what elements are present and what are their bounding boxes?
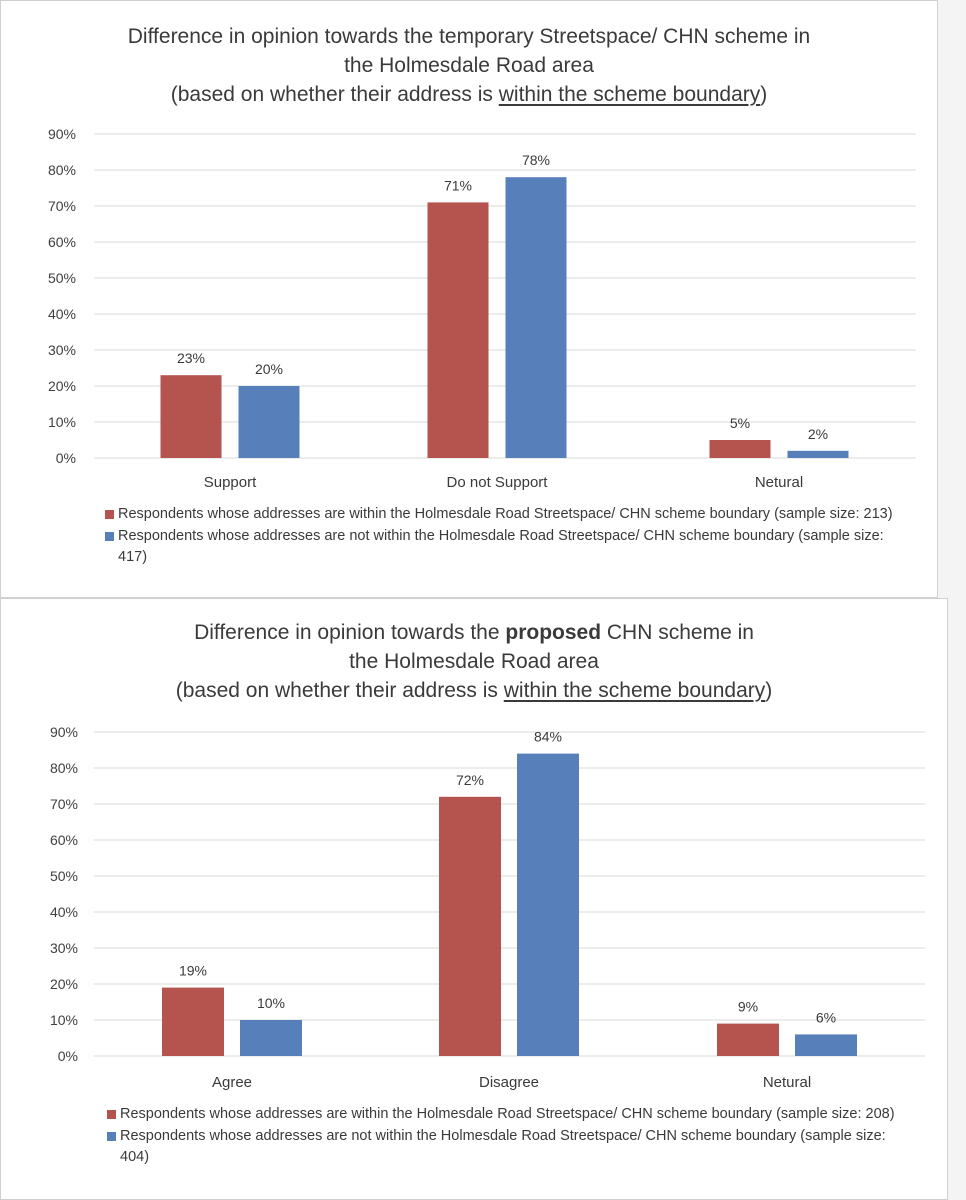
chart-title-segment: the Holmesdale Road area xyxy=(349,650,599,673)
data-label: 78% xyxy=(522,152,550,168)
y-tick-label: 80% xyxy=(50,760,78,776)
y-tick-label: 20% xyxy=(48,378,76,394)
data-label: 19% xyxy=(179,963,207,979)
chart-title-segment: ) xyxy=(765,679,773,702)
y-tick-label: 90% xyxy=(50,724,78,740)
bar-within xyxy=(709,440,771,458)
bar-chart: 0% 10% 20% 30% 40% 50% 60% 70% 80% 90% 19% 72% 9% 10%… xyxy=(50,724,925,1091)
bar-not-within xyxy=(240,1020,302,1056)
legend-item-within: Respondents whose addresses are within t… xyxy=(105,504,895,526)
legend-label-not-within: Respondents whose addresses are not with… xyxy=(118,527,884,566)
data-label: 20% xyxy=(255,361,283,377)
chart-title-segment: Difference in opinion towards the tempor… xyxy=(127,25,811,48)
chart-title-segment: proposed xyxy=(505,621,602,644)
y-tick-label: 10% xyxy=(48,414,76,430)
chart-title-line: the Holmesdale Road area xyxy=(1,647,947,676)
legend-swatch-within xyxy=(105,510,114,519)
chart-title-line: Difference in opinion towards the propos… xyxy=(1,618,947,647)
chart-legend: Respondents whose addresses are within t… xyxy=(107,1104,897,1169)
data-label: 23% xyxy=(177,350,205,366)
legend-label-not-within: Respondents whose addresses are not with… xyxy=(120,1127,886,1166)
data-label: 84% xyxy=(534,729,562,745)
category-label: Support xyxy=(204,474,257,491)
bar-not-within xyxy=(238,386,300,458)
bar-not-within xyxy=(505,177,567,458)
y-tick-label: 30% xyxy=(48,342,76,358)
chart-title-segment: (based on whether their address is xyxy=(175,679,504,702)
y-tick-label: 60% xyxy=(50,832,78,848)
y-tick-label: 30% xyxy=(50,940,78,956)
category-label: Netural xyxy=(755,474,803,491)
y-tick-label: 50% xyxy=(50,868,78,884)
chart-title-line: (based on whether their address is withi… xyxy=(1,676,947,705)
y-tick-label: 0% xyxy=(58,1048,78,1064)
chart-panel-temporary-scheme: Difference in opinion towards the tempor… xyxy=(0,0,938,598)
chart-title-line: Difference in opinion towards the tempor… xyxy=(1,22,937,51)
chart-panel-proposed-scheme: Difference in opinion towards the propos… xyxy=(0,598,948,1200)
chart-title-segment: CHN scheme in xyxy=(601,621,754,644)
chart-title: Difference in opinion towards the propos… xyxy=(1,618,947,705)
y-tick-label: 70% xyxy=(48,198,76,214)
category-label: Netural xyxy=(763,1074,811,1091)
data-label: 6% xyxy=(816,1009,836,1025)
legend-swatch-within xyxy=(107,1110,116,1119)
chart-title-segment: the Holmesdale Road area xyxy=(344,54,594,77)
legend-swatch-not-within xyxy=(105,531,114,541)
legend-item-not-within: Respondents whose addresses are not with… xyxy=(105,526,895,569)
chart-title-line: the Holmesdale Road area xyxy=(1,51,937,80)
bar-within xyxy=(439,796,501,1056)
legend-label-within: Respondents whose addresses are within t… xyxy=(120,1106,895,1122)
bar-within xyxy=(717,1023,779,1056)
chart-title-segment: Difference in opinion towards the xyxy=(194,621,506,644)
data-label: 72% xyxy=(456,772,484,788)
category-label: Do not Support xyxy=(447,474,549,491)
bar-within xyxy=(427,202,489,458)
y-tick-label: 90% xyxy=(48,126,76,142)
category-label: Agree xyxy=(212,1074,252,1091)
chart-title-segment: within the scheme boundary xyxy=(498,83,761,106)
bar-within xyxy=(160,375,222,458)
data-label: 9% xyxy=(738,999,758,1015)
y-tick-label: 10% xyxy=(50,1012,78,1028)
chart-title-segment: ) xyxy=(760,83,768,106)
category-label: Disagree xyxy=(479,1074,539,1091)
bar-not-within xyxy=(795,1034,857,1056)
bar-within xyxy=(162,987,224,1056)
y-tick-label: 80% xyxy=(48,162,76,178)
data-label: 10% xyxy=(257,995,285,1011)
bar-not-within xyxy=(517,753,579,1056)
chart-legend: Respondents whose addresses are within t… xyxy=(105,504,895,569)
y-tick-label: 70% xyxy=(50,796,78,812)
y-tick-label: 20% xyxy=(50,976,78,992)
legend-label-within: Respondents whose addresses are within t… xyxy=(118,506,893,522)
chart-title-segment: (based on whether their address is xyxy=(170,83,499,106)
chart-title-segment: within the scheme boundary xyxy=(503,679,766,702)
y-tick-label: 40% xyxy=(48,306,76,322)
y-tick-label: 50% xyxy=(48,270,76,286)
data-label: 5% xyxy=(730,415,750,431)
legend-swatch-not-within xyxy=(107,1131,116,1141)
legend-item-within: Respondents whose addresses are within t… xyxy=(107,1104,897,1126)
y-tick-label: 60% xyxy=(48,234,76,250)
y-tick-label: 40% xyxy=(50,904,78,920)
data-label: 2% xyxy=(808,426,828,442)
bar-not-within xyxy=(787,450,849,458)
chart-title-line: (based on whether their address is withi… xyxy=(1,80,937,109)
chart-title: Difference in opinion towards the tempor… xyxy=(1,22,937,109)
y-tick-label: 0% xyxy=(56,450,76,466)
bar-chart: 0% 10% 20% 30% 40% 50% 60% 70% 80% 90% 23% 71% 5% 20%… xyxy=(48,126,916,491)
data-label: 71% xyxy=(444,177,472,193)
legend-item-not-within: Respondents whose addresses are not with… xyxy=(107,1126,897,1169)
